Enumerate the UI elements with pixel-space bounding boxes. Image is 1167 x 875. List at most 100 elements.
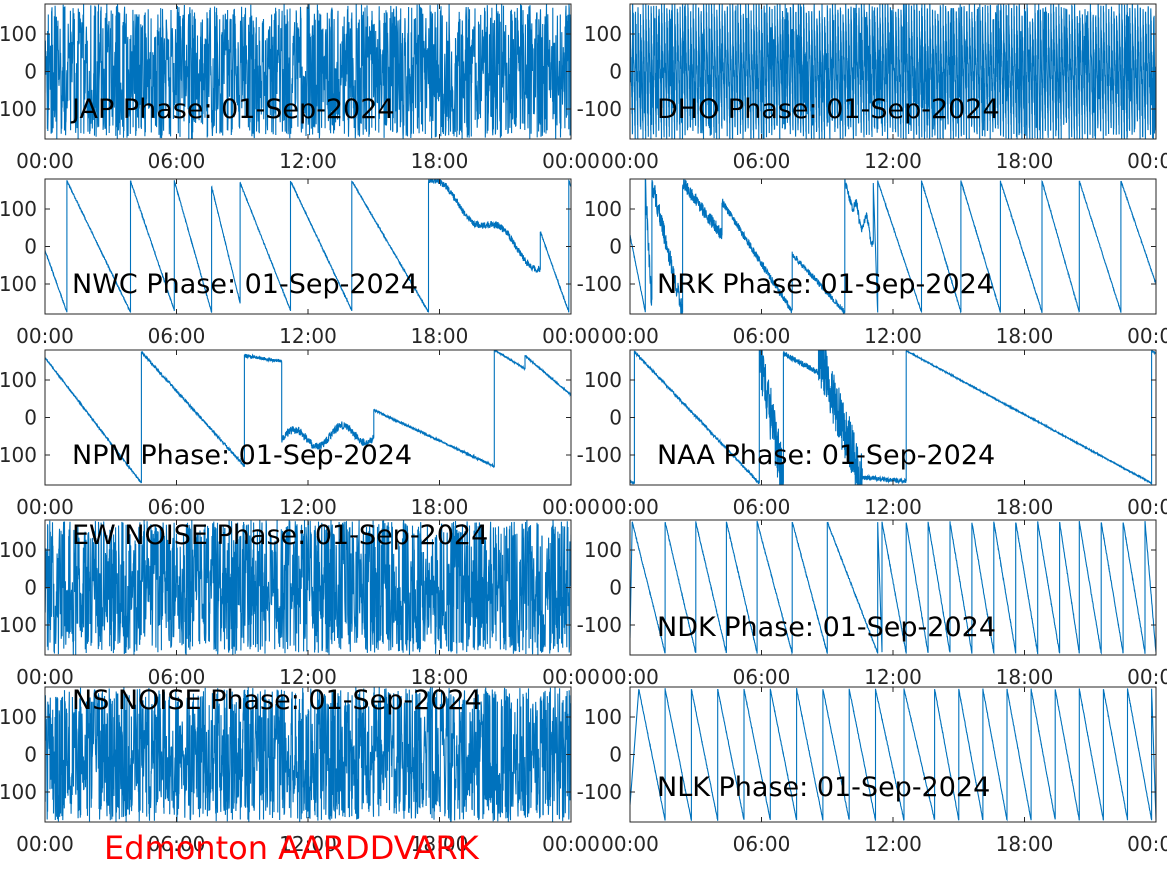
y-tick-label: 0 <box>24 60 37 84</box>
x-tick-label: 12:00 <box>864 324 922 348</box>
x-tick-label: 12:00 <box>864 665 922 689</box>
y-tick-label: 100 <box>584 705 622 729</box>
y-tick-label: 0 <box>609 743 622 767</box>
phase-trace <box>630 520 1156 655</box>
subplot-title: NLK Phase: 01-Sep-2024 <box>657 772 990 803</box>
x-tick-label: 06:00 <box>733 324 791 348</box>
station-label: Edmonton AARDDVARK <box>104 829 479 867</box>
x-tick-label: 06:00 <box>148 324 206 348</box>
x-tick-label: 00:00 <box>1127 495 1167 519</box>
y-tick-label: 100 <box>0 613 37 637</box>
y-tick-label: 100 <box>0 443 37 467</box>
subplot-title: NPM Phase: 01-Sep-2024 <box>72 440 412 471</box>
y-tick-label: 0 <box>24 406 37 430</box>
x-tick-label: 18:00 <box>411 324 469 348</box>
x-tick-label: 00:00 <box>16 324 74 348</box>
x-tick-label: 00:00 <box>601 324 659 348</box>
x-tick-label: 18:00 <box>411 495 469 519</box>
x-tick-label: 00:00 <box>601 665 659 689</box>
y-tick-label: 0 <box>24 743 37 767</box>
phase-trace <box>630 688 1156 822</box>
x-tick-label: 00:00 <box>542 149 600 173</box>
x-tick-label: 18:00 <box>996 665 1054 689</box>
subplot-title: DHO Phase: 01-Sep-2024 <box>657 94 1000 125</box>
y-tick-label: 100 <box>584 197 622 221</box>
subplot-10: 00:00 06:00 12:00 18:00 00:00 100 0 -100 NLK Pha… <box>577 686 1167 856</box>
y-tick-label: -100 <box>577 272 622 296</box>
x-tick-label: 00:00 <box>542 665 600 689</box>
x-tick-label: 18:00 <box>411 149 469 173</box>
x-tick-label: 12:00 <box>279 324 337 348</box>
x-tick-label: 00:00 <box>601 149 659 173</box>
x-tick-label: 06:00 <box>148 149 206 173</box>
subplot-6: 00:00 06:00 12:00 18:00 00:00 100 0 -100 NAA Pha… <box>577 349 1167 519</box>
y-tick-label: 100 <box>0 22 37 46</box>
subplot-5: 00:00 06:00 12:00 18:00 00:00 100 0 100 NPM Phas… <box>0 349 600 519</box>
x-tick-label: 00:00 <box>1127 149 1167 173</box>
x-tick-label: 18:00 <box>411 832 469 856</box>
x-tick-label: 06:00 <box>733 832 791 856</box>
y-tick-label: 100 <box>0 705 37 729</box>
x-tick-label: 06:00 <box>148 495 206 519</box>
x-tick-label: 00:00 <box>601 832 659 856</box>
phase-trace <box>630 179 1156 314</box>
y-tick-label: 0 <box>24 576 37 600</box>
x-tick-label: 12:00 <box>279 149 337 173</box>
y-tick-label: 100 <box>584 22 622 46</box>
x-tick-label: 06:00 <box>148 832 206 856</box>
x-tick-label: 18:00 <box>996 495 1054 519</box>
y-tick-label: 100 <box>0 272 37 296</box>
y-tick-label: -100 <box>577 97 622 121</box>
x-tick-label: 00:00 <box>1127 832 1167 856</box>
phase-trace <box>630 4 1156 139</box>
subplot-8: 00:00 06:00 12:00 18:00 00:00 100 0 -100 NDK Pha… <box>577 519 1167 689</box>
y-tick-label: 100 <box>0 197 37 221</box>
x-tick-label: 00:00 <box>542 495 600 519</box>
subplot-title: NRK Phase: 01-Sep-2024 <box>657 269 994 300</box>
x-tick-label: 06:00 <box>148 665 206 689</box>
phase-trace <box>45 687 571 822</box>
x-tick-label: 18:00 <box>996 832 1054 856</box>
y-tick-label: 0 <box>24 235 37 259</box>
subplot-title: NS NOISE Phase: 01-Sep-2024 <box>72 685 482 716</box>
subplot-9: 00:00 06:00 12:00 18:00 00:00 100 0 100 NS NOISE… <box>0 685 600 856</box>
x-tick-label: 12:00 <box>864 149 922 173</box>
x-tick-label: 00:00 <box>601 495 659 519</box>
subplot-title: NWC Phase: 01-Sep-2024 <box>72 269 418 300</box>
x-tick-label: 12:00 <box>279 665 337 689</box>
subplot-title: EW NOISE Phase: 01-Sep-2024 <box>72 520 488 551</box>
y-tick-label: -100 <box>577 443 622 467</box>
subplot-2: 00:00 06:00 12:00 18:00 00:00 100 0 -100 DHO Pha… <box>577 3 1167 173</box>
x-tick-label: 12:00 <box>864 832 922 856</box>
y-tick-label: 100 <box>0 97 37 121</box>
x-tick-label: 12:00 <box>279 832 337 856</box>
y-tick-label: 100 <box>0 538 37 562</box>
x-tick-label: 00:00 <box>1127 665 1167 689</box>
y-tick-label: -100 <box>577 780 622 804</box>
y-tick-label: 100 <box>584 368 622 392</box>
subplot-title: NDK Phase: 01-Sep-2024 <box>657 612 996 643</box>
y-tick-label: 100 <box>0 780 37 804</box>
x-tick-label: 00:00 <box>542 324 600 348</box>
x-tick-label: 12:00 <box>864 495 922 519</box>
subplot-title: NAA Phase: 01-Sep-2024 <box>657 440 995 471</box>
x-tick-label: 18:00 <box>996 149 1054 173</box>
y-tick-label: 100 <box>584 538 622 562</box>
x-tick-label: 00:00 <box>16 495 74 519</box>
subplot-title: JAP Phase: 01-Sep-2024 <box>70 94 395 125</box>
x-tick-label: 00:00 <box>542 832 600 856</box>
y-tick-label: 100 <box>0 368 37 392</box>
subplot-1: 00:00 06:00 12:00 18:00 00:00 100 0 100 JAP Phas… <box>0 3 600 173</box>
phase-trace <box>45 350 571 484</box>
x-tick-label: 00:00 <box>16 665 74 689</box>
subplot-3: 00:00 06:00 12:00 18:00 00:00 100 0 100 NWC Phas… <box>0 178 600 348</box>
y-tick-label: 0 <box>609 576 622 600</box>
x-tick-label: 00:00 <box>16 149 74 173</box>
x-tick-label: 06:00 <box>733 149 791 173</box>
x-tick-label: 18:00 <box>411 665 469 689</box>
x-tick-label: 00:00 <box>1127 324 1167 348</box>
x-tick-label: 06:00 <box>733 495 791 519</box>
x-tick-label: 00:00 <box>16 832 74 856</box>
y-tick-label: -100 <box>577 613 622 637</box>
